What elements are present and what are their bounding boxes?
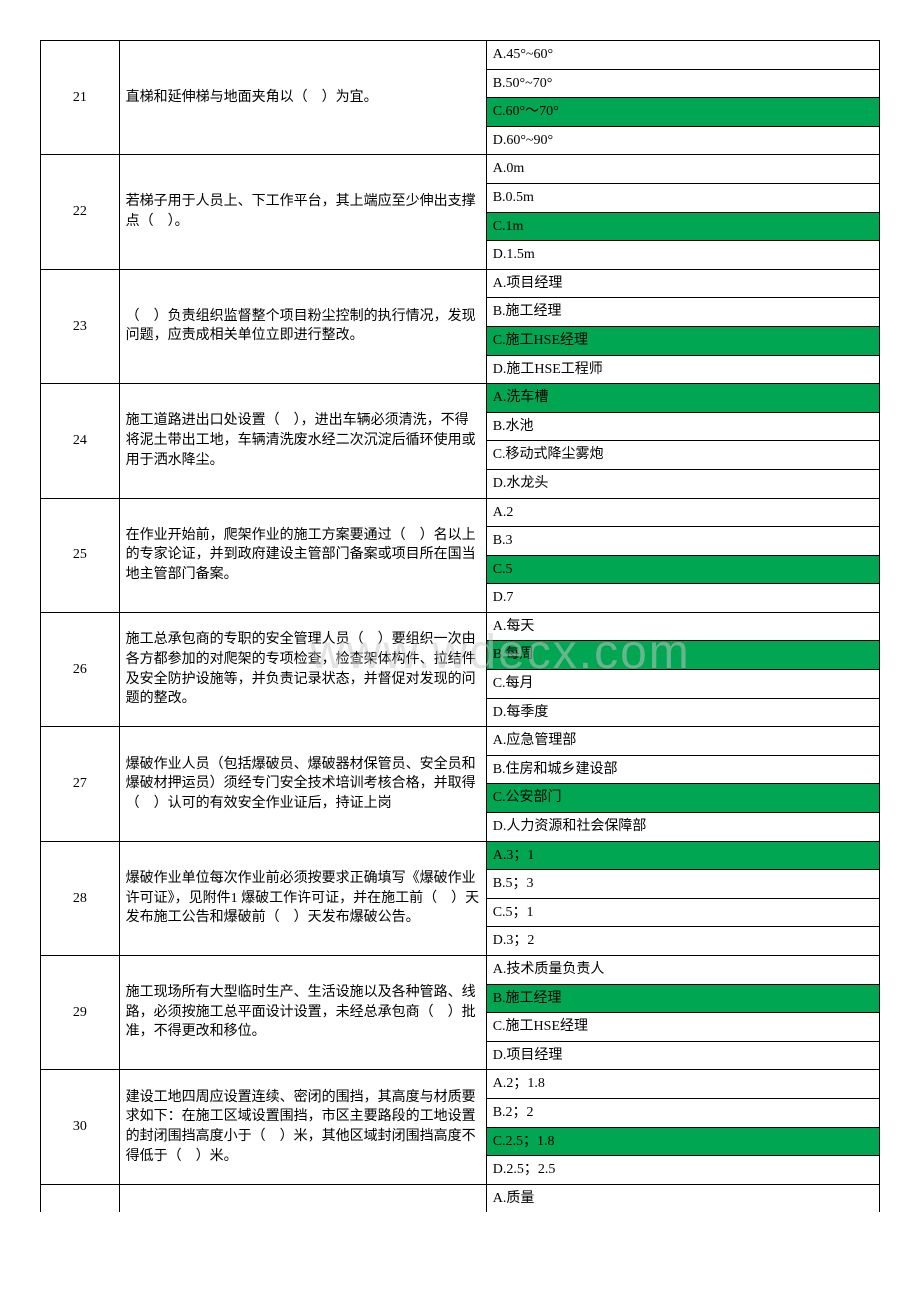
table-wrapper: www.wdecx.com 21直梯和延伸梯与地面夹角以（ ）为宜。A.45°~… [40,40,880,1212]
answer-option: D.60°~90° [486,126,879,155]
table-row: 21直梯和延伸梯与地面夹角以（ ）为宜。A.45°~60° [41,41,880,70]
answer-option-correct: C.2.5；1.8 [486,1127,879,1156]
answer-option: A.0m [486,155,879,184]
answer-option: A.质量 [486,1184,879,1212]
answer-option: B.2；2 [486,1098,879,1127]
answer-option: C.施工HSE经理 [486,1013,879,1042]
answer-option: D.水龙头 [486,469,879,498]
answer-option-correct: C.公安部门 [486,784,879,813]
question-number: 22 [41,155,120,269]
question-number: 30 [41,1070,120,1184]
answer-option: A.45°~60° [486,41,879,70]
question-number: 23 [41,269,120,383]
answer-option: D.项目经理 [486,1041,879,1070]
answer-option-correct: A.洗车槽 [486,384,879,413]
answer-option: D.3；2 [486,927,879,956]
question-text: （ ）负责组织监督整个项目粉尘控制的执行情况，发现问题，应责成相关单位立即进行整… [119,269,486,383]
question-number: 24 [41,384,120,498]
question-text: 施工现场所有大型临时生产、生活设施以及各种管路、线路，必须按施工总平面设计设置，… [119,956,486,1070]
answer-option-correct: C.60°～70° [486,98,879,127]
question-number: 25 [41,498,120,612]
question-text: 爆破作业人员（包括爆破员、爆破器材保管员、安全员和爆破材押运员）须经专门安全技术… [119,727,486,841]
question-text: 直梯和延伸梯与地面夹角以（ ）为宜。 [119,41,486,155]
table-row-partial: A.质量 [41,1184,880,1212]
answer-option: B.50°~70° [486,69,879,98]
answer-option: B.0.5m [486,183,879,212]
answer-option: B.施工经理 [486,298,879,327]
answer-option: A.2 [486,498,879,527]
question-number: 29 [41,956,120,1070]
question-text [119,1184,486,1212]
answer-option: A.应急管理部 [486,727,879,756]
answer-option: A.技术质量负责人 [486,956,879,985]
question-number: 28 [41,841,120,955]
answer-option-correct: C.5 [486,555,879,584]
answer-option: A.2；1.8 [486,1070,879,1099]
answer-option: C.移动式降尘雾炮 [486,441,879,470]
answer-option: B.水池 [486,412,879,441]
table-row: 22若梯子用于人员上、下工作平台，其上端应至少伸出支撑点（ ）。A.0m [41,155,880,184]
table-row: 25在作业开始前，爬架作业的施工方案要通过（ ）名以上的专家论证，并到政府建设主… [41,498,880,527]
answer-option: C.每月 [486,670,879,699]
question-number: 26 [41,612,120,726]
answer-option: D.1.5m [486,241,879,270]
table-row: 26施工总承包商的专职的安全管理人员（ ）要组织一次由各方都参加的对爬架的专项检… [41,612,880,641]
table-row: 24施工道路进出口处设置（ ），进出车辆必须清洗，不得将泥土带出工地，车辆清洗废… [41,384,880,413]
answer-option-correct: B.施工经理 [486,984,879,1013]
table-row: 29施工现场所有大型临时生产、生活设施以及各种管路、线路，必须按施工总平面设计设… [41,956,880,985]
answer-option: A.项目经理 [486,269,879,298]
answer-option: B.住房和城乡建设部 [486,755,879,784]
table-row: 23（ ）负责组织监督整个项目粉尘控制的执行情况，发现问题，应责成相关单位立即进… [41,269,880,298]
answer-option: A.每天 [486,612,879,641]
answer-option: D.2.5；2.5 [486,1156,879,1185]
question-text: 爆破作业单位每次作业前必须按要求正确填写《爆破作业许可证》，见附件1 爆破工作许… [119,841,486,955]
answer-option-correct: C.施工HSE经理 [486,326,879,355]
table-row: 30建设工地四周应设置连续、密闭的围挡，其高度与材质要求如下：在施工区域设置围挡… [41,1070,880,1099]
table-row: 28爆破作业单位每次作业前必须按要求正确填写《爆破作业许可证》，见附件1 爆破工… [41,841,880,870]
answer-option: D.7 [486,584,879,613]
question-text: 施工道路进出口处设置（ ），进出车辆必须清洗，不得将泥土带出工地，车辆清洗废水经… [119,384,486,498]
question-text: 在作业开始前，爬架作业的施工方案要通过（ ）名以上的专家论证，并到政府建设主管部… [119,498,486,612]
question-number: 21 [41,41,120,155]
question-number: 27 [41,727,120,841]
question-number [41,1184,120,1212]
answer-option-correct: B.每周 [486,641,879,670]
answer-option: C.5；1 [486,898,879,927]
answer-option: B.5；3 [486,870,879,899]
answer-option: D.人力资源和社会保障部 [486,813,879,842]
quiz-table: 21直梯和延伸梯与地面夹角以（ ）为宜。A.45°~60°B.50°~70°C.… [40,40,880,1212]
question-text: 建设工地四周应设置连续、密闭的围挡，其高度与材质要求如下：在施工区域设置围挡，市… [119,1070,486,1184]
table-row: 27爆破作业人员（包括爆破员、爆破器材保管员、安全员和爆破材押运员）须经专门安全… [41,727,880,756]
question-text: 若梯子用于人员上、下工作平台，其上端应至少伸出支撑点（ ）。 [119,155,486,269]
answer-option: D.施工HSE工程师 [486,355,879,384]
answer-option: B.3 [486,527,879,556]
question-text: 施工总承包商的专职的安全管理人员（ ）要组织一次由各方都参加的对爬架的专项检查，… [119,612,486,726]
answer-option-correct: C.1m [486,212,879,241]
answer-option-correct: A.3；1 [486,841,879,870]
answer-option: D.每季度 [486,698,879,727]
